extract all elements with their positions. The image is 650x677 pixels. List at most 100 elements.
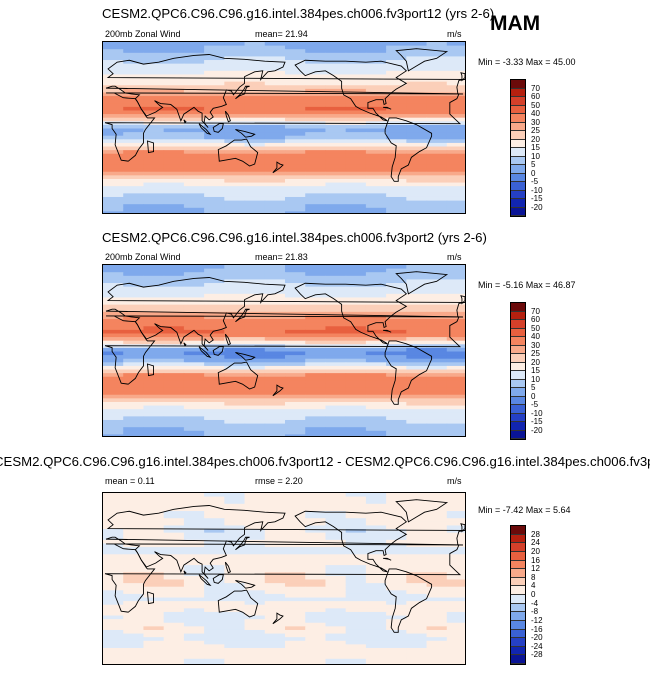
field-cell bbox=[103, 211, 124, 213]
field-cell bbox=[386, 153, 407, 158]
colorbar-tick-label: 30 bbox=[531, 117, 540, 127]
field-cell bbox=[183, 301, 205, 306]
field-cell bbox=[345, 608, 367, 613]
field-cell bbox=[406, 380, 428, 385]
field-cell bbox=[264, 340, 286, 345]
colorbar-box bbox=[511, 569, 525, 578]
field-cell bbox=[224, 275, 246, 280]
field-cell bbox=[224, 103, 246, 108]
field-cell bbox=[446, 376, 465, 381]
field-cell bbox=[446, 193, 465, 198]
field-cell bbox=[143, 658, 165, 663]
field-cell bbox=[264, 369, 286, 374]
field-cell bbox=[183, 615, 205, 620]
field-cell bbox=[183, 547, 205, 552]
field-cell bbox=[285, 394, 306, 399]
field-cell bbox=[365, 496, 387, 501]
field-cell bbox=[163, 503, 185, 508]
field-cell bbox=[285, 279, 306, 284]
field-cell bbox=[264, 362, 286, 367]
field-cell bbox=[325, 322, 347, 327]
field-cell bbox=[426, 511, 448, 516]
field-cell bbox=[183, 85, 205, 90]
field-cell bbox=[123, 211, 144, 213]
field-cell bbox=[406, 586, 428, 591]
field-cell bbox=[244, 518, 266, 523]
min-max-label: Min = -5.16 Max = 46.87 bbox=[478, 280, 576, 290]
field-cell bbox=[365, 579, 387, 584]
field-cell bbox=[406, 626, 428, 631]
field-cell bbox=[365, 164, 387, 169]
field-cell bbox=[204, 355, 225, 360]
field-cell bbox=[123, 525, 144, 530]
field-cell bbox=[406, 275, 428, 280]
field-cell bbox=[345, 529, 367, 534]
field-cell bbox=[183, 423, 205, 428]
field-cell bbox=[365, 521, 387, 526]
field-cell bbox=[406, 579, 428, 584]
field-cell bbox=[163, 532, 185, 537]
field-cell bbox=[244, 182, 266, 187]
field-cell bbox=[224, 319, 246, 324]
field-cell bbox=[406, 322, 428, 327]
field-cell bbox=[204, 171, 225, 176]
field-cell bbox=[305, 114, 326, 119]
field-cell bbox=[386, 557, 407, 562]
field-cell bbox=[143, 182, 165, 187]
field-cell bbox=[406, 150, 428, 155]
field-cell bbox=[204, 615, 225, 620]
field-cell bbox=[345, 279, 367, 284]
field-cell bbox=[244, 301, 266, 306]
field-cell bbox=[244, 550, 266, 555]
field-cell bbox=[123, 590, 144, 595]
field-cell bbox=[204, 56, 225, 61]
field-cell bbox=[426, 67, 448, 72]
colorbar-box bbox=[511, 131, 525, 140]
field-cell bbox=[143, 629, 165, 635]
field-cell bbox=[143, 351, 165, 356]
field-cell bbox=[325, 503, 347, 508]
field-cell bbox=[285, 568, 306, 573]
field-cell bbox=[224, 427, 246, 432]
field-cell bbox=[204, 503, 225, 508]
field-cell bbox=[204, 565, 225, 570]
field-cell bbox=[224, 568, 246, 573]
field-cell bbox=[325, 150, 347, 155]
field-cell bbox=[204, 45, 225, 50]
field-cell bbox=[426, 662, 448, 664]
field-cell bbox=[345, 423, 367, 428]
field-cell bbox=[305, 611, 326, 617]
field-cell bbox=[204, 70, 225, 75]
field-cell bbox=[183, 401, 205, 407]
field-cell bbox=[123, 518, 144, 523]
field-cell bbox=[285, 92, 306, 97]
field-cell bbox=[325, 561, 347, 566]
field-cell bbox=[103, 419, 124, 425]
field-cell bbox=[103, 597, 124, 602]
field-cell bbox=[224, 521, 246, 526]
field-cell bbox=[244, 579, 266, 584]
field-cell bbox=[365, 597, 387, 602]
field-cell bbox=[365, 629, 387, 635]
field-cell bbox=[123, 608, 144, 613]
field-cell bbox=[386, 521, 407, 526]
field-cell bbox=[325, 554, 347, 559]
field-cell bbox=[264, 275, 286, 280]
field-cell bbox=[204, 207, 225, 212]
field-cell bbox=[143, 329, 165, 334]
field-cell bbox=[143, 92, 165, 97]
field-cell bbox=[264, 640, 286, 645]
field-cell bbox=[325, 171, 347, 176]
field-cell bbox=[365, 340, 387, 345]
field-cell bbox=[305, 507, 326, 512]
field-cell bbox=[386, 265, 407, 270]
field-cell bbox=[406, 114, 428, 119]
field-cell bbox=[325, 193, 347, 198]
field-cell bbox=[264, 507, 286, 512]
field-cell bbox=[345, 383, 367, 389]
field-cell bbox=[325, 60, 347, 65]
field-cell bbox=[123, 655, 144, 660]
field-cell bbox=[386, 96, 407, 101]
field-cell bbox=[224, 135, 246, 140]
field-cell bbox=[183, 211, 205, 213]
